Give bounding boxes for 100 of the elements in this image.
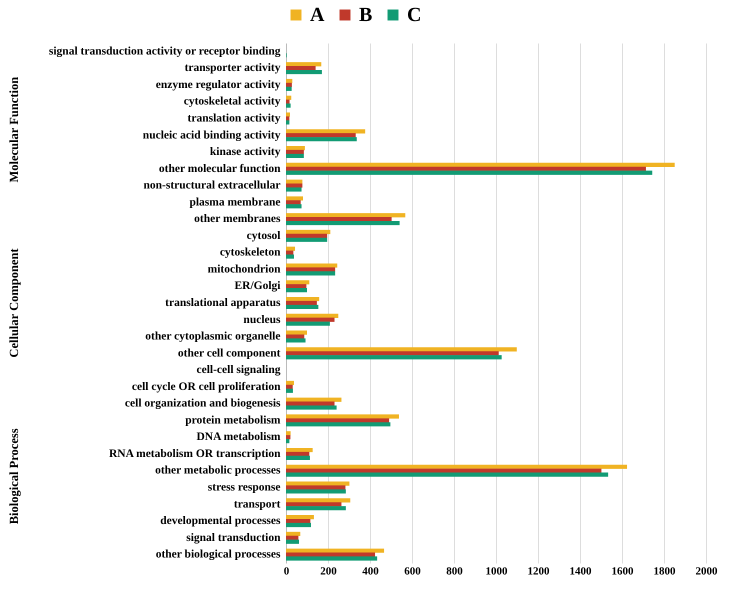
bar (286, 154, 304, 158)
bar (286, 482, 350, 486)
y-tick-label: cytoskeleton (220, 246, 282, 259)
x-tick-label: 400 (362, 566, 380, 578)
bar (286, 452, 310, 456)
bar (286, 100, 290, 104)
bar (286, 522, 311, 528)
y-tick-label: cell-cell signaling (196, 364, 281, 376)
legend-label: B (359, 4, 372, 26)
bar (286, 489, 346, 494)
bar (286, 414, 399, 419)
bar (286, 338, 306, 343)
y-tick-label: developmental processes (160, 515, 282, 528)
bar (286, 254, 294, 259)
bar (286, 170, 652, 175)
bar (286, 330, 307, 335)
y-tick-label: other metabolic processes (155, 464, 282, 477)
text: Molecular Function (7, 76, 21, 183)
bar (286, 548, 384, 553)
bar (286, 78, 292, 84)
bar (286, 246, 296, 251)
bar (286, 137, 357, 142)
bar (286, 300, 317, 306)
y-tick-label: signal transduction (186, 532, 282, 544)
bar (286, 146, 305, 150)
bar (286, 104, 291, 108)
y-tick-label: DNA metabolism (196, 431, 281, 444)
bar (286, 230, 330, 234)
y-tick-label: cell cycle OR cell proliferation (132, 380, 282, 393)
y-tick-label: cytoskeletal activity (184, 96, 281, 108)
bar (286, 552, 376, 557)
bar (286, 238, 328, 242)
bar (286, 116, 290, 121)
bar (286, 217, 392, 222)
bar (286, 271, 336, 276)
bar (286, 62, 322, 66)
bar (286, 183, 302, 188)
y-tick-label: signal transduction activity or receptor binding (48, 45, 281, 58)
y-tick-label: mitochondrion (208, 263, 282, 276)
y-tick-label: protein metabolism (185, 414, 281, 426)
bar (286, 187, 302, 192)
bar (286, 540, 300, 544)
x-tick-label: 1800 (654, 566, 676, 578)
bar (286, 280, 310, 284)
bar (286, 422, 390, 426)
y-tick-label: nucleus (243, 314, 282, 326)
x-tick-label: 0 (284, 566, 290, 578)
y-tick-label: translational apparatus (165, 297, 282, 309)
bar (286, 398, 342, 402)
bar (286, 304, 318, 310)
x-tick-label: 600 (404, 566, 422, 578)
bar (286, 388, 293, 393)
bar (286, 166, 646, 171)
bar (286, 129, 366, 134)
bar (286, 468, 602, 473)
bar (286, 380, 294, 386)
y-tick-label: plasma membrane (189, 196, 280, 208)
y-tick-label: transporter activity (184, 62, 281, 74)
bar (286, 456, 310, 460)
bar (286, 150, 304, 154)
bar (286, 96, 292, 100)
bar (286, 204, 302, 208)
y-tick-label: RNA metabolism OR transcription (108, 448, 282, 460)
y-tick-label: stress response (208, 482, 280, 494)
y-tick-label: enzyme regulator activity (156, 78, 281, 91)
bar (286, 133, 356, 138)
bar (286, 322, 330, 326)
y-tick-label: non-structural extracellular (143, 180, 280, 192)
bar (286, 355, 502, 360)
y-tick-label: translation activity (188, 112, 281, 124)
y-tick-label: other cell component (178, 347, 281, 360)
bar (286, 66, 316, 70)
bar (286, 431, 291, 436)
bar (286, 220, 400, 226)
text: Cellular Component (7, 248, 21, 358)
bar (286, 464, 628, 469)
bar (286, 334, 304, 339)
bar (286, 472, 608, 477)
legend-label: A (310, 4, 325, 26)
bar (286, 180, 302, 184)
bar (286, 267, 336, 272)
bar (286, 506, 346, 510)
x-tick-label: 1400 (570, 566, 592, 578)
bar (286, 318, 335, 322)
bar (286, 402, 335, 406)
bar (286, 435, 290, 440)
x-tick-label: 800 (446, 566, 464, 578)
x-tick-label: 1600 (612, 566, 634, 578)
bar (286, 263, 338, 268)
y-tick-label: cell organization and biogenesis (124, 398, 282, 410)
bar (286, 405, 337, 410)
bar (286, 439, 290, 444)
x-tick-label: 200 (320, 566, 338, 578)
x-tick-label: 1000 (486, 566, 508, 578)
bar (286, 120, 290, 124)
x-tick-label: 2000 (696, 566, 718, 578)
bar (286, 502, 342, 506)
y-tick-label: nucleic acid binding activity (142, 129, 281, 142)
x-tick-label: 1200 (528, 566, 550, 578)
y-tick-label: other biological processes (156, 548, 282, 561)
